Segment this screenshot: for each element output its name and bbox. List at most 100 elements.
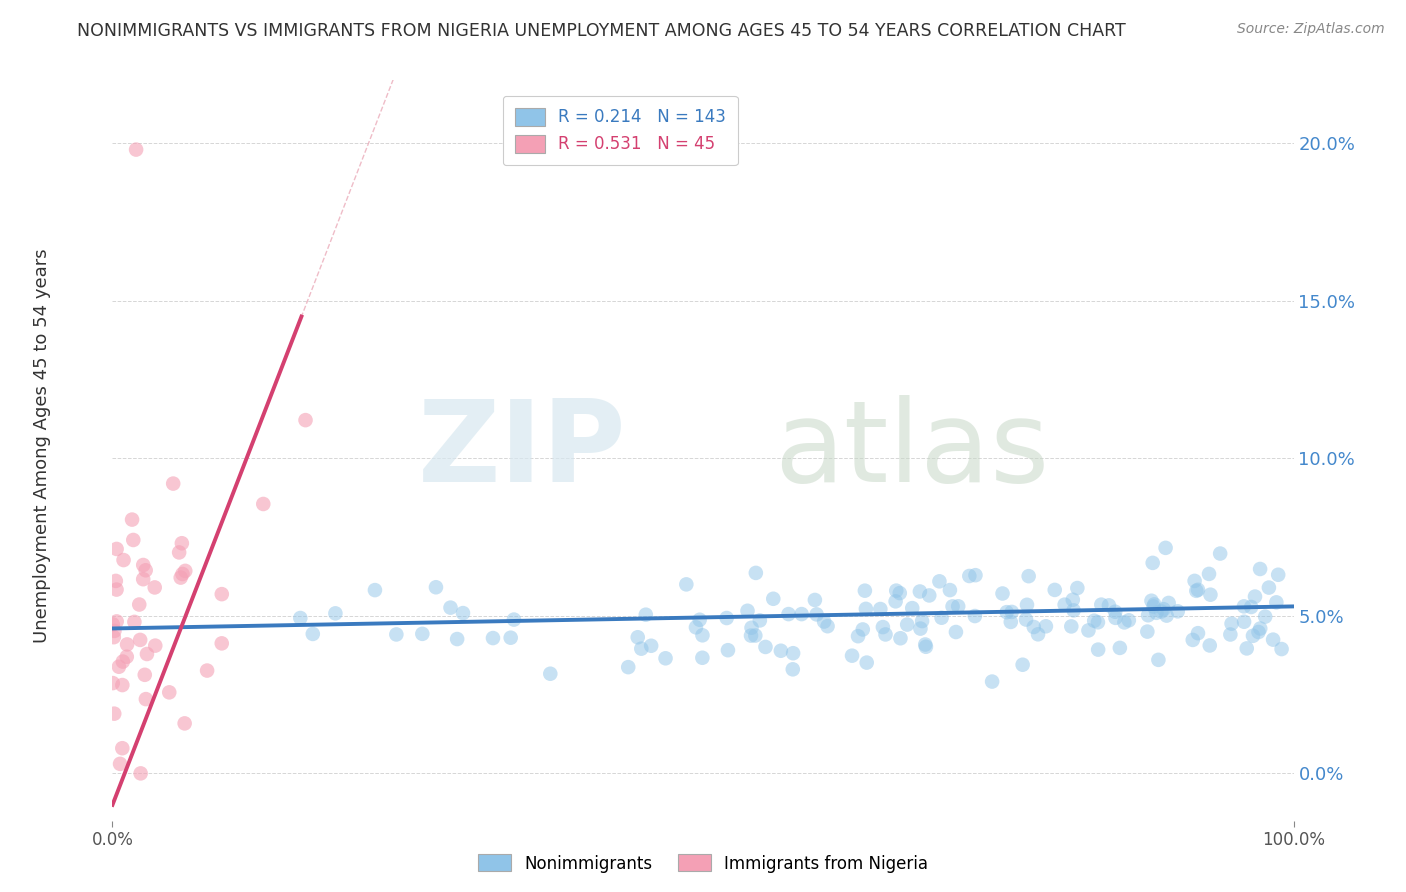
Point: [385, 627, 408, 641]
Point: [744, 628, 766, 642]
Point: [1219, 627, 1241, 641]
Point: [1018, 569, 1040, 583]
Point: [896, 617, 918, 632]
Point: [174, 564, 197, 578]
Point: [1236, 641, 1258, 656]
Point: [294, 413, 316, 427]
Point: [1043, 582, 1066, 597]
Point: [446, 632, 468, 646]
Point: [884, 594, 907, 608]
Point: [503, 613, 526, 627]
Point: [128, 598, 150, 612]
Point: [1249, 562, 1271, 576]
Point: [875, 627, 897, 641]
Point: [745, 566, 768, 580]
Point: [717, 643, 740, 657]
Legend: R = 0.214   N = 143, R = 0.531   N = 45: R = 0.214 N = 143, R = 0.531 N = 45: [503, 96, 738, 165]
Point: [884, 583, 907, 598]
Point: [901, 601, 924, 615]
Text: Unemployment Among Ages 45 to 54 years: Unemployment Among Ages 45 to 54 years: [34, 249, 51, 643]
Point: [105, 615, 128, 629]
Point: [852, 623, 875, 637]
Point: [782, 662, 804, 676]
Text: NONIMMIGRANTS VS IMMIGRANTS FROM NIGERIA UNEMPLOYMENT AMONG AGES 45 TO 54 YEARS : NONIMMIGRANTS VS IMMIGRANTS FROM NIGERIA…: [77, 22, 1126, 40]
Point: [1104, 611, 1126, 625]
Point: [1185, 583, 1208, 598]
Point: [1060, 619, 1083, 633]
Point: [716, 611, 738, 625]
Point: [105, 541, 128, 556]
Point: [692, 650, 714, 665]
Point: [1157, 596, 1180, 610]
Point: [1098, 599, 1121, 613]
Point: [963, 609, 986, 624]
Legend: Nonimmigrants, Immigrants from Nigeria: Nonimmigrants, Immigrants from Nigeria: [471, 847, 935, 880]
Point: [1187, 582, 1209, 597]
Point: [630, 641, 652, 656]
Point: [1063, 603, 1085, 617]
Point: [124, 615, 146, 629]
Point: [170, 536, 193, 550]
Point: [914, 638, 936, 652]
Point: [425, 580, 447, 594]
Point: [939, 583, 962, 598]
Point: [1087, 615, 1109, 630]
Point: [135, 692, 157, 706]
Point: [290, 611, 312, 625]
Point: [301, 627, 323, 641]
Point: [1187, 626, 1209, 640]
Point: [1167, 604, 1189, 618]
Point: [1220, 616, 1243, 631]
Point: [1140, 593, 1163, 607]
Point: [841, 648, 863, 663]
Point: [889, 632, 911, 646]
Point: [748, 614, 770, 628]
Point: [1053, 598, 1076, 612]
Point: [1066, 581, 1088, 595]
Point: [813, 615, 835, 629]
Point: [1146, 606, 1168, 620]
Point: [1015, 598, 1038, 612]
Point: [1011, 657, 1033, 672]
Point: [617, 660, 640, 674]
Point: [1181, 632, 1204, 647]
Point: [103, 706, 125, 721]
Point: [1147, 653, 1170, 667]
Point: [1261, 632, 1284, 647]
Point: [162, 476, 184, 491]
Point: [111, 655, 134, 669]
Point: [853, 583, 876, 598]
Text: atlas: atlas: [773, 395, 1049, 506]
Point: [931, 611, 953, 625]
Point: [782, 646, 804, 660]
Point: [737, 604, 759, 618]
Point: [941, 599, 963, 614]
Point: [1154, 541, 1177, 555]
Point: [482, 631, 505, 645]
Point: [115, 637, 138, 651]
Point: [948, 599, 970, 614]
Point: [1198, 639, 1220, 653]
Point: [872, 620, 894, 634]
Point: [640, 639, 662, 653]
Point: [1142, 556, 1164, 570]
Point: [1108, 640, 1130, 655]
Point: [1137, 608, 1160, 623]
Point: [911, 614, 934, 628]
Point: [1153, 602, 1175, 616]
Point: [157, 685, 180, 699]
Point: [754, 640, 776, 654]
Point: [143, 581, 166, 595]
Point: [112, 553, 135, 567]
Point: [111, 741, 134, 756]
Point: [1077, 624, 1099, 638]
Point: [538, 666, 561, 681]
Point: [692, 628, 714, 642]
Point: [1087, 642, 1109, 657]
Point: [167, 545, 190, 559]
Point: [499, 631, 522, 645]
Point: [1241, 629, 1264, 643]
Point: [1184, 574, 1206, 588]
Point: [105, 582, 128, 597]
Point: [928, 574, 950, 589]
